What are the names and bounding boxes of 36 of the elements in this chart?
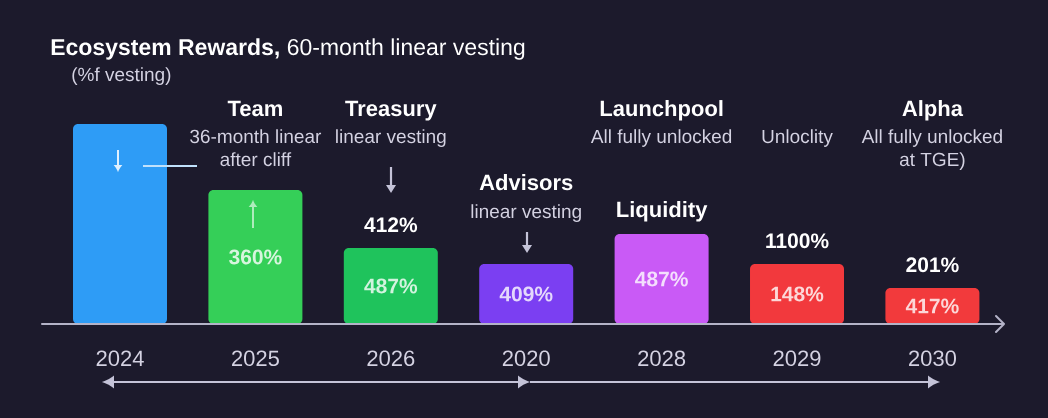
annotation: All fully unlocked at TGE) [861, 129, 1002, 170]
annotation: 148% [771, 286, 824, 302]
text: Team [227, 100, 282, 117]
annotation: 487% [635, 271, 688, 287]
annotation: 36-month linear after cliff [190, 129, 322, 167]
annotation: 201% [906, 257, 959, 273]
annotation: Liquidity [617, 201, 708, 222]
annotation: 487% [364, 278, 418, 294]
annotation: linear vesting [336, 129, 446, 147]
text: Treasury [345, 100, 437, 121]
x-tick-label: 2028 [638, 350, 686, 367]
text: Alpha [902, 100, 964, 121]
annotation: 1100% [766, 233, 829, 249]
annotation: 409% [499, 286, 553, 302]
x-tick-label: 2024 [96, 350, 144, 367]
chart-title: Ecosystem Rewards, 60-month linear vesting [51, 38, 525, 60]
bar [73, 124, 167, 324]
text: Launchpool [600, 100, 723, 121]
bar [208, 190, 303, 324]
annotation: 417% [905, 298, 959, 314]
x-tick-label: 2026 [367, 350, 415, 367]
x-tick-label: 2030 [909, 350, 957, 367]
annotation: 360% [229, 249, 282, 265]
chart-subtitle: (%f vesting) [72, 67, 171, 85]
annotation: All fully unlocked [590, 129, 732, 147]
x-tick-label: 2020 [502, 350, 550, 367]
annotation: Advisors [479, 174, 573, 191]
x-tick-label: 2025 [232, 350, 279, 367]
annotation: 412% [364, 217, 418, 233]
annotation: linear vesting [471, 204, 581, 222]
bar [479, 264, 574, 324]
x-tick-label: 2029 [773, 350, 821, 367]
bar [343, 248, 438, 324]
bar [750, 264, 845, 324]
bar [614, 234, 709, 324]
annotation: Unloclity [762, 129, 833, 147]
